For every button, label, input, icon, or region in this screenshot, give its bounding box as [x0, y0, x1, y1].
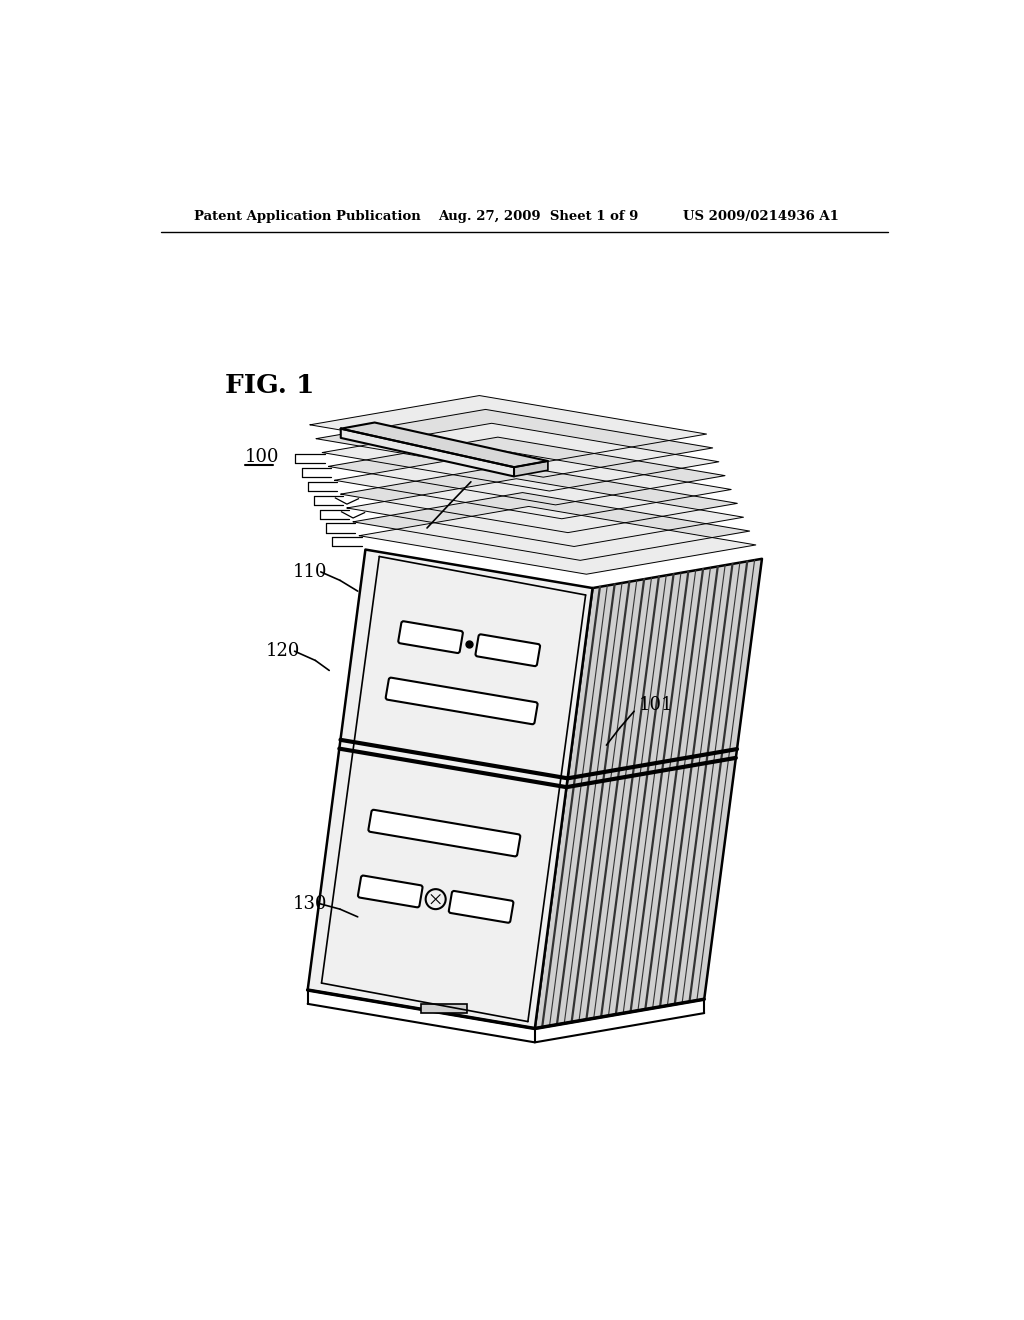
Text: 101: 101	[639, 696, 673, 714]
FancyBboxPatch shape	[421, 1003, 467, 1014]
Text: US 2009/0214936 A1: US 2009/0214936 A1	[683, 210, 840, 223]
Polygon shape	[514, 461, 548, 477]
Polygon shape	[535, 558, 762, 1028]
Polygon shape	[316, 409, 713, 478]
Polygon shape	[341, 422, 548, 467]
FancyBboxPatch shape	[449, 891, 513, 923]
FancyBboxPatch shape	[358, 875, 423, 907]
FancyBboxPatch shape	[369, 809, 520, 857]
Polygon shape	[359, 507, 756, 574]
Polygon shape	[341, 429, 514, 477]
Text: 110: 110	[292, 562, 327, 581]
FancyBboxPatch shape	[386, 677, 538, 725]
Text: 120: 120	[265, 643, 300, 660]
FancyBboxPatch shape	[398, 622, 463, 653]
Polygon shape	[310, 396, 707, 463]
Text: 100: 100	[245, 449, 279, 466]
Text: 130: 130	[292, 895, 327, 912]
Text: Aug. 27, 2009  Sheet 1 of 9: Aug. 27, 2009 Sheet 1 of 9	[438, 210, 639, 223]
Text: Patent Application Publication: Patent Application Publication	[195, 210, 421, 223]
Polygon shape	[347, 479, 743, 546]
Polygon shape	[341, 465, 737, 533]
Polygon shape	[353, 492, 750, 560]
Text: FIG. 1: FIG. 1	[225, 374, 314, 399]
FancyBboxPatch shape	[475, 635, 540, 667]
Polygon shape	[335, 451, 731, 519]
Polygon shape	[307, 549, 593, 1028]
Polygon shape	[329, 437, 725, 506]
Text: 121: 121	[475, 467, 510, 484]
Polygon shape	[323, 424, 719, 491]
